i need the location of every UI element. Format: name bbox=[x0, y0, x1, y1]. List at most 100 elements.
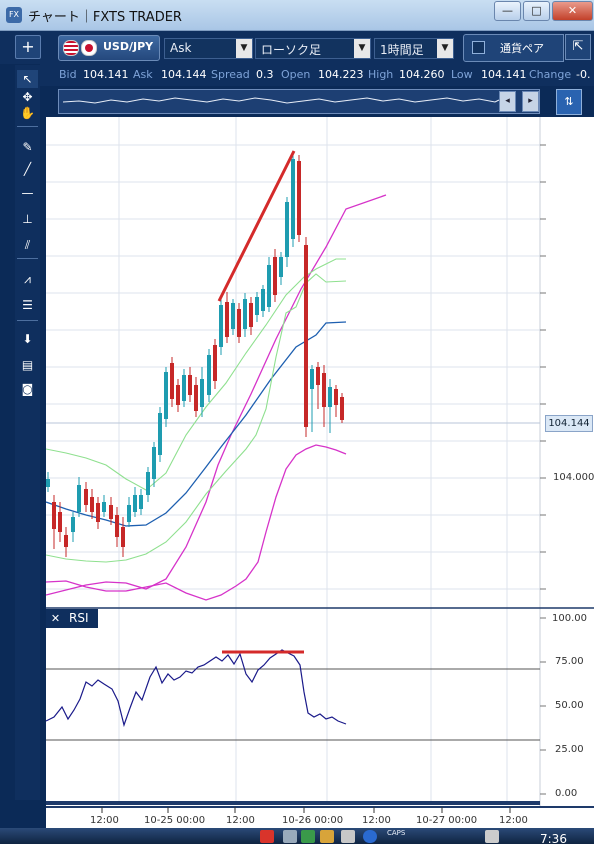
tray-app-icon[interactable] bbox=[260, 830, 274, 843]
speaker-icon[interactable] bbox=[485, 830, 499, 843]
bear-candle bbox=[84, 489, 88, 505]
bollinger-inner-lower bbox=[45, 273, 347, 563]
rsi-tick-75: 75.00 bbox=[555, 656, 584, 667]
bull-candle bbox=[261, 289, 265, 311]
bid-value: 104.141 bbox=[83, 68, 129, 81]
bear-candle bbox=[188, 375, 192, 395]
low-label: Low bbox=[451, 68, 473, 81]
bull-candle bbox=[310, 369, 314, 389]
time-label: 12:00 bbox=[362, 815, 391, 826]
help-icon[interactable] bbox=[363, 830, 377, 843]
vline-icon[interactable]: ⊥ bbox=[22, 212, 33, 226]
bull-candle bbox=[158, 413, 162, 455]
jp-flag-icon bbox=[81, 40, 97, 56]
ask-value: 104.144 bbox=[161, 68, 207, 81]
chart-area[interactable] bbox=[45, 117, 594, 830]
minimize-button[interactable]: — bbox=[494, 1, 521, 21]
pointer-icon[interactable]: ↖ bbox=[17, 70, 38, 88]
quote-bar bbox=[40, 64, 594, 86]
hline-icon[interactable]: — bbox=[21, 186, 34, 200]
compare-checkbox[interactable] bbox=[472, 41, 485, 54]
ask-label: Ask bbox=[133, 68, 153, 81]
symbol-button[interactable]: USD/JPY bbox=[58, 35, 160, 61]
symbol-label: USD/JPY bbox=[103, 40, 154, 53]
tray-network-icon[interactable] bbox=[283, 830, 297, 843]
bear-candle bbox=[213, 345, 217, 381]
download-icon[interactable]: ⬇ bbox=[22, 332, 33, 346]
bollinger-lower bbox=[45, 444, 347, 601]
bull-candle bbox=[182, 375, 186, 401]
timeframe-select[interactable]: 1時間足 ▼ bbox=[374, 38, 454, 59]
fan-icon[interactable]: ⩘ bbox=[24, 272, 31, 286]
bear-candle bbox=[304, 245, 308, 427]
title-bar: FX チャート｜FXTS TRADER — □ ✕ bbox=[0, 0, 594, 31]
bear-candle bbox=[249, 303, 253, 327]
rsi-label: RSI bbox=[69, 611, 89, 625]
ema-line bbox=[45, 321, 347, 527]
rsi-tick-50: 50.00 bbox=[555, 700, 584, 711]
close-icon[interactable]: ✕ bbox=[50, 612, 61, 625]
bear-candle bbox=[58, 512, 62, 532]
add-chart-button[interactable]: + bbox=[15, 35, 41, 59]
drawing-toolbar bbox=[15, 65, 40, 800]
bear-candle bbox=[194, 385, 198, 411]
bear-candle bbox=[237, 309, 241, 337]
change-label: Change bbox=[529, 68, 572, 81]
chart-type-select[interactable]: ローソク足 ▼ bbox=[255, 38, 371, 59]
bear-candle bbox=[225, 302, 229, 337]
hand-icon[interactable]: ✋ bbox=[20, 106, 35, 120]
price-side-select[interactable]: Ask ▼ bbox=[164, 38, 253, 59]
expand-icon[interactable]: ⇱ bbox=[565, 34, 591, 60]
time-label: 10-27 00:00 bbox=[416, 815, 478, 826]
time-label: 12:00 bbox=[90, 815, 119, 826]
caps-indicator: CAPS bbox=[387, 829, 406, 837]
price-label-104: 104.000 bbox=[553, 472, 594, 483]
tray-lang-icon[interactable] bbox=[320, 830, 334, 843]
chevron-down-icon: ▼ bbox=[354, 39, 370, 58]
us-flag-icon bbox=[63, 40, 79, 56]
camera-icon[interactable]: ◙ bbox=[21, 382, 34, 396]
rsi-tick-100: 100.00 bbox=[552, 613, 587, 624]
channel-icon[interactable]: ⫽ bbox=[24, 238, 31, 252]
maximize-button[interactable]: □ bbox=[523, 1, 550, 21]
bull-candle bbox=[207, 355, 211, 395]
bear-candle bbox=[170, 363, 174, 399]
scroll-left-button[interactable]: ◂ bbox=[499, 91, 516, 112]
app-icon: FX bbox=[6, 7, 22, 23]
price-chart bbox=[45, 117, 594, 813]
zoom-icon[interactable]: ⇅ bbox=[556, 89, 582, 115]
bear-candle bbox=[90, 497, 94, 512]
change-value: -0. bbox=[576, 68, 591, 81]
crosshair-icon[interactable]: ✥ bbox=[22, 90, 33, 104]
tool-separator bbox=[17, 320, 38, 321]
bull-candle bbox=[279, 257, 283, 277]
spread-label: Spread bbox=[211, 68, 250, 81]
rsi-tick-25: 25.00 bbox=[555, 744, 584, 755]
compare-pair-toggle[interactable]: 通貨ペア bbox=[463, 34, 564, 62]
open-value: 104.223 bbox=[318, 68, 364, 81]
bull-candle bbox=[77, 485, 81, 512]
bull-candle bbox=[139, 495, 143, 509]
fibo-icon[interactable]: ☰ bbox=[22, 298, 33, 312]
scroll-right-button[interactable]: ▸ bbox=[522, 91, 539, 112]
pencil-icon[interactable]: ✎ bbox=[22, 140, 33, 154]
rsi-tab[interactable]: ✕ RSI bbox=[46, 609, 98, 628]
time-label: 12:00 bbox=[226, 815, 255, 826]
bull-candle bbox=[267, 265, 271, 307]
bear-candle bbox=[334, 389, 338, 405]
trendline-icon[interactable]: ╱ bbox=[23, 162, 32, 176]
list-icon[interactable]: ▤ bbox=[21, 358, 34, 372]
tray-security-icon[interactable] bbox=[301, 830, 315, 843]
bull-candle bbox=[243, 299, 247, 329]
rsi-line bbox=[45, 649, 347, 728]
bear-candle bbox=[176, 385, 180, 405]
tray-folder-icon[interactable] bbox=[341, 830, 355, 843]
spread-value: 0.3 bbox=[256, 68, 274, 81]
chart-navigator[interactable] bbox=[58, 89, 540, 114]
high-label: High bbox=[368, 68, 394, 81]
bid-label: Bid bbox=[59, 68, 77, 81]
navigator-sparkline bbox=[62, 97, 500, 104]
close-button[interactable]: ✕ bbox=[552, 1, 593, 21]
bull-candle bbox=[164, 372, 168, 419]
